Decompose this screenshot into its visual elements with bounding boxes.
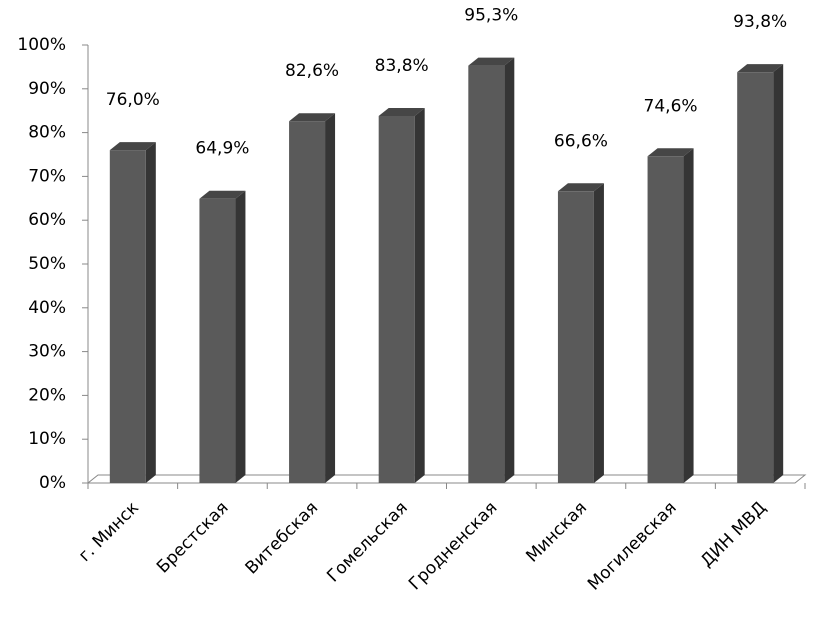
bar-top xyxy=(737,64,784,73)
bar-side xyxy=(504,57,515,483)
value-label: 95,3% xyxy=(464,6,518,26)
x-tick-label: Гомельская xyxy=(323,498,412,587)
bar-top xyxy=(378,107,425,116)
bar xyxy=(468,65,505,483)
y-tick-label: 40% xyxy=(28,298,66,318)
bar xyxy=(199,198,236,483)
x-tick-label: Минская xyxy=(522,498,591,567)
bar-side xyxy=(235,190,246,483)
bar-side xyxy=(683,148,694,483)
value-label: 74,6% xyxy=(644,96,698,116)
x-tick-label: Брестская xyxy=(153,498,232,577)
y-tick-label: 60% xyxy=(28,210,66,230)
y-tick-label: 50% xyxy=(28,254,66,274)
value-label: 93,8% xyxy=(733,12,787,32)
x-tick-label: ДИН МВД xyxy=(697,498,770,571)
value-label: 83,8% xyxy=(375,56,429,76)
bar-top xyxy=(109,142,156,151)
bar-top xyxy=(468,57,515,66)
bar-side xyxy=(325,113,336,483)
y-tick-label: 10% xyxy=(28,429,66,449)
bar xyxy=(378,115,415,484)
bar xyxy=(557,191,594,484)
bar-side xyxy=(773,64,784,483)
bar-top xyxy=(647,148,694,157)
bar xyxy=(647,156,684,483)
bar-side xyxy=(145,142,156,483)
y-tick-label: 90% xyxy=(28,79,66,99)
bar xyxy=(109,150,146,483)
y-tick-label: 80% xyxy=(28,123,66,143)
value-label: 82,6% xyxy=(285,61,339,81)
x-tick-label: г. Минск xyxy=(75,498,143,566)
bar-top xyxy=(199,190,246,199)
y-tick-label: 70% xyxy=(28,166,66,186)
y-tick-label: 30% xyxy=(28,342,66,362)
value-label: 76,0% xyxy=(106,90,160,110)
bar-side xyxy=(414,107,425,484)
bar-top xyxy=(557,183,604,192)
y-tick-label: 20% xyxy=(28,385,66,405)
floor xyxy=(86,474,807,484)
value-label: 66,6% xyxy=(554,131,608,151)
y-tick-label: 0% xyxy=(39,473,66,493)
bar xyxy=(289,121,326,483)
bar-top xyxy=(289,113,336,122)
y-tick-label: 100% xyxy=(17,35,66,55)
bar xyxy=(737,72,774,483)
bar-side xyxy=(593,183,604,484)
x-tick-label: Гродненская xyxy=(405,498,501,594)
value-label: 64,9% xyxy=(195,139,249,159)
x-tick-label: Могилевская xyxy=(584,498,681,595)
x-tick-label: Витебская xyxy=(242,498,322,578)
